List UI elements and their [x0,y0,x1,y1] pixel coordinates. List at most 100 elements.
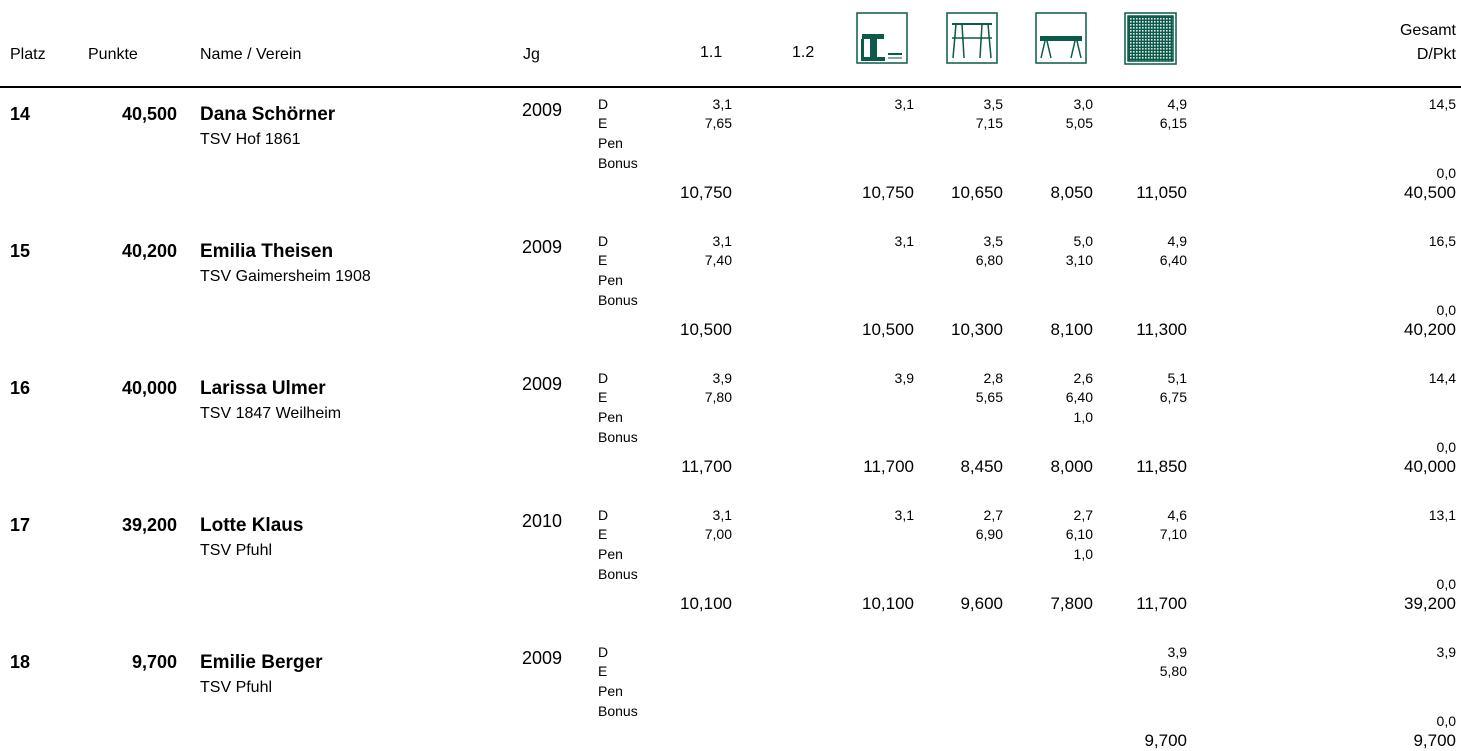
birth-year: 2010 [522,511,563,531]
apparatus-total: 11,050 [1136,183,1187,202]
bonus-value: 0,0 [1436,713,1456,729]
d-score: 3,1 [712,96,732,112]
gesamt-d: 3,9 [1436,644,1456,660]
gesamt-d: 13,1 [1428,507,1456,523]
floor-icon [1124,12,1177,65]
vault-icon [856,12,908,64]
e-score: 7,00 [704,526,732,542]
d-score: 3,1 [894,233,914,249]
apparatus-total: 7,800 [1050,594,1093,613]
label-bonus: Bonus [598,429,638,445]
grand-total: 40,200 [1404,320,1456,339]
d-score: 3,9 [1167,644,1187,660]
e-score: 6,10 [1065,526,1093,542]
d-score: 3,9 [712,370,732,386]
label-bonus: Bonus [598,155,638,171]
d-score: 3,1 [894,96,914,112]
apparatus-total: 10,750 [680,183,732,202]
e-score: 7,65 [704,115,732,131]
club-name: TSV Gaimersheim 1908 [200,268,371,285]
athlete-name: Dana Schörner [200,104,336,125]
e-score: 3,10 [1065,252,1093,268]
apparatus-total: 10,500 [862,320,914,339]
label-d: D [598,233,609,249]
d-score: 3,1 [894,507,914,523]
apparatus-total: 11,850 [1136,457,1187,476]
e-score: 6,80 [975,252,1003,268]
apparatus-total: 8,100 [1050,320,1093,339]
e-score: 6,90 [975,526,1003,542]
label-e: E [598,663,608,679]
d-score: 3,0 [1073,96,1093,112]
apparatus-total: 9,700 [1144,731,1187,750]
e-score: 5,65 [975,389,1003,405]
rank: 16 [10,378,31,398]
rank: 17 [10,515,31,535]
club-name: TSV Hof 1861 [200,131,301,148]
d-score: 3,1 [712,507,732,523]
gesamt-d: 16,5 [1428,233,1456,249]
d-score: 3,1 [712,233,732,249]
apparatus-total: 8,000 [1050,457,1093,476]
header-divider [0,86,1461,88]
apparatus-total: 8,450 [960,457,1003,476]
apparatus-total: 9,600 [960,594,1003,613]
athlete-name: Emilie Berger [200,652,323,673]
athlete-name: Larissa Ulmer [200,378,326,399]
d-score: 2,6 [1073,370,1093,386]
label-pen: Pen [598,546,623,562]
apparatus-total: 10,100 [862,594,914,613]
gesamt-d: 14,5 [1428,96,1456,112]
apparatus-total: 10,500 [680,320,732,339]
e-score: 7,80 [704,389,732,405]
e-score: 5,80 [1159,663,1187,679]
header-name-verein: Name / Verein [200,46,302,63]
club-name: TSV 1847 Weilheim [200,405,342,422]
apparatus-total: 11,300 [1136,320,1187,339]
balance-beam-icon [1035,12,1087,64]
club-name: TSV Pfuhl [200,679,273,696]
bonus-value: 0,0 [1436,439,1456,455]
label-d: D [598,96,609,112]
e-score: 6,75 [1159,389,1187,405]
d-score: 2,7 [983,507,1003,523]
athlete-name: Emilia Theisen [200,241,334,262]
grand-total: 9,700 [1413,731,1456,750]
bonus-value: 0,0 [1436,576,1456,592]
points: 40,000 [121,378,177,398]
d-score: 2,7 [1073,507,1093,523]
label-pen: Pen [598,272,623,288]
bonus-value: 0,0 [1436,302,1456,318]
apparatus-total: 10,750 [862,183,914,202]
club-name: TSV Pfuhl [200,542,273,559]
header-gesamt: Gesamt [1399,22,1456,39]
rank: 14 [10,104,31,124]
apparatus-total: 11,700 [681,457,732,476]
grand-total: 40,500 [1404,183,1456,202]
apparatus-total: 10,650 [951,183,1003,202]
grand-total: 39,200 [1404,594,1456,613]
d-score: 3,5 [983,233,1003,249]
d-score: 3,9 [894,370,914,386]
birth-year: 2009 [522,237,563,257]
label-bonus: Bonus [598,566,638,582]
label-e: E [598,252,608,268]
d-score: 4,6 [1167,507,1187,523]
birth-year: 2009 [522,648,563,668]
label-d: D [598,644,609,660]
d-score: 5,1 [1167,370,1187,386]
label-d: D [598,370,609,386]
apparatus-total: 8,050 [1050,183,1093,202]
birth-year: 2009 [522,374,563,394]
points: 9,700 [131,652,177,672]
d-score: 4,9 [1167,96,1187,112]
e-score: 7,40 [704,252,732,268]
d-score: 2,8 [983,370,1003,386]
e-score: 7,15 [975,115,1003,131]
grand-total: 40,000 [1404,457,1456,476]
header-jg: Jg [523,46,540,63]
apparatus-total: 10,300 [951,320,1003,339]
points: 40,500 [121,104,177,124]
rank: 15 [10,241,31,261]
label-e: E [598,115,608,131]
